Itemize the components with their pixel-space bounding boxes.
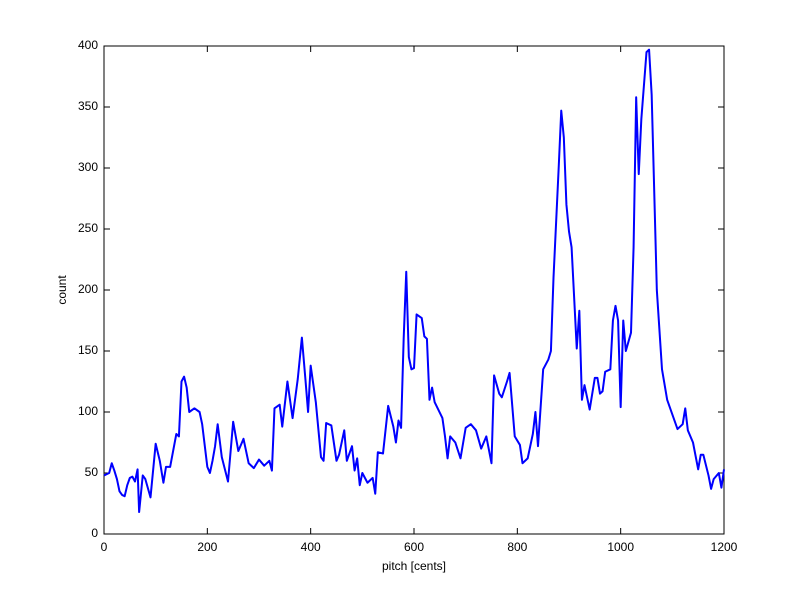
y-axis-label: count	[55, 275, 69, 305]
x-axis-label: pitch [cents]	[382, 559, 446, 573]
y-tick-label: 0	[91, 526, 98, 540]
y-tick-label: 250	[78, 221, 98, 235]
y-tick-label: 150	[78, 343, 98, 357]
data-line	[103, 48, 725, 514]
y-tick-label: 350	[78, 99, 98, 113]
y-tick-label: 300	[78, 160, 98, 174]
x-tick-label: 600	[404, 540, 424, 554]
x-tick-label: 400	[301, 540, 321, 554]
x-tick-label: 200	[197, 540, 217, 554]
x-tick-label: 0	[101, 540, 108, 554]
y-tick-label: 200	[78, 282, 98, 296]
y-tick-label: 100	[78, 404, 98, 418]
x-tick-label: 1000	[607, 540, 634, 554]
x-tick-label: 800	[507, 540, 527, 554]
y-tick-label: 400	[78, 38, 98, 52]
x-tick-label: 1200	[711, 540, 738, 554]
y-tick-label: 50	[85, 465, 99, 479]
